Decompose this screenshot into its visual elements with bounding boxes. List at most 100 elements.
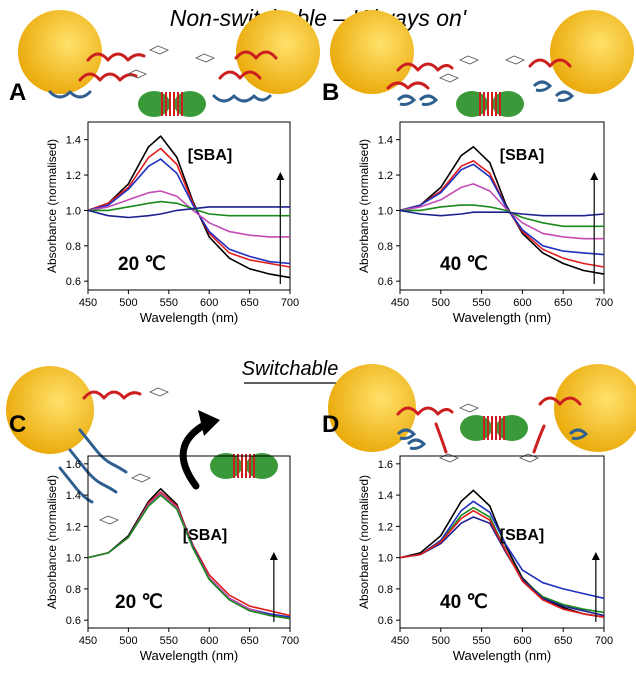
dna-strand — [434, 422, 448, 454]
sugar-icon — [131, 473, 151, 483]
series-line-4 — [399, 516, 605, 617]
sugar-icon — [505, 55, 525, 65]
series-line-5 — [399, 509, 605, 618]
temperature-label: 40 ℃ — [440, 254, 488, 275]
sugar-icon — [127, 69, 147, 79]
sugar-icon — [149, 387, 169, 397]
y-tick-label: 1.2 — [66, 521, 81, 533]
x-tick-label: 550 — [472, 635, 490, 647]
looped-strand — [532, 80, 553, 92]
series-line-6 — [399, 209, 605, 217]
dna-strand — [86, 52, 146, 62]
panel-label: A — [9, 79, 26, 106]
looped-strand — [396, 428, 417, 440]
dna-strand — [386, 81, 430, 90]
y-tick-label: 1.4 — [378, 135, 393, 147]
gold-nanoparticle-icon — [550, 10, 634, 94]
y-tick-label: 0.6 — [66, 615, 81, 627]
x-tick-label: 600 — [513, 297, 531, 309]
x-axis-label: Wavelength (nm) — [453, 310, 552, 325]
y-tick-label: 1.0 — [66, 205, 81, 217]
series-line-1 — [87, 135, 291, 279]
plot-frame — [87, 121, 291, 291]
dna-strand — [82, 390, 142, 400]
temperature-label: 40 ℃ — [440, 592, 488, 613]
dna-strand — [68, 448, 118, 494]
x-tick-label: 600 — [200, 297, 218, 309]
dna-strand — [538, 396, 582, 406]
x-tick-label: 450 — [391, 635, 409, 647]
series-line-4 — [399, 183, 604, 240]
x-tick-label: 650 — [554, 635, 572, 647]
dna-strand — [396, 62, 454, 72]
dna-strand — [58, 466, 94, 504]
x-tick-label: 450 — [391, 297, 409, 309]
plot-frame — [399, 455, 605, 629]
series-line-1 — [399, 489, 605, 618]
x-tick-label: 450 — [79, 297, 97, 309]
sugar-icon — [459, 403, 479, 413]
temperature-label: 20 ℃ — [115, 592, 163, 613]
arrow-up-icon — [276, 172, 285, 180]
y-tick-label: 1.2 — [378, 521, 393, 533]
arrow-up-icon — [590, 172, 599, 180]
y-tick-label: 1.4 — [378, 490, 393, 502]
dna-strand — [396, 406, 454, 416]
x-tick-label: 700 — [595, 635, 613, 647]
dna-strand — [78, 72, 138, 82]
series-line-5 — [400, 204, 604, 228]
series-line-1 — [399, 146, 605, 275]
sugar-icon — [439, 453, 459, 463]
looped-strand — [554, 90, 575, 102]
gold-nanoparticle-icon — [6, 366, 94, 454]
y-tick-label: 1.0 — [378, 205, 393, 217]
plot-frame — [87, 455, 291, 629]
y-tick-label: 1.6 — [378, 459, 393, 471]
arrow-up-icon — [591, 552, 600, 560]
y-tick-label: 0.8 — [378, 241, 393, 253]
y-tick-label: 1.2 — [66, 170, 81, 182]
series-line-3 — [399, 506, 605, 614]
dna-strand — [48, 90, 92, 99]
looped-strand — [568, 428, 589, 440]
dna-strand — [218, 70, 262, 80]
x-tick-label: 700 — [281, 635, 299, 647]
mid-title: Switchable — [242, 358, 339, 380]
gold-nanoparticle-icon — [554, 364, 636, 452]
sba-annotation: [SBA] — [500, 147, 544, 164]
protein-dimer-icon — [460, 415, 528, 441]
gold-nanoparticle-icon — [18, 10, 102, 94]
y-tick-label: 1.0 — [378, 553, 393, 565]
y-tick-label: 1.4 — [66, 135, 81, 147]
gold-nanoparticle-icon — [328, 364, 416, 452]
panel-label: B — [322, 79, 339, 106]
sba-annotation: [SBA] — [188, 147, 232, 164]
panel-label: C — [9, 411, 26, 438]
plot-frame — [399, 121, 605, 291]
x-tick-label: 450 — [79, 635, 97, 647]
sugar-icon — [519, 453, 539, 463]
looped-strand — [418, 94, 439, 106]
x-tick-label: 600 — [200, 635, 218, 647]
x-tick-label: 700 — [595, 297, 613, 309]
sugar-icon — [149, 45, 169, 55]
x-tick-label: 600 — [513, 635, 531, 647]
x-tick-label: 650 — [240, 635, 258, 647]
sba-annotation: [SBA] — [500, 527, 544, 544]
series-line-4 — [87, 190, 290, 238]
sugar-icon — [439, 73, 459, 83]
curved-arrowhead-icon — [198, 410, 220, 436]
y-tick-label: 0.8 — [66, 241, 81, 253]
sugar-icon — [195, 53, 215, 63]
series-line-5 — [88, 200, 290, 217]
x-tick-label: 550 — [160, 297, 178, 309]
gold-nanoparticle-icon — [236, 10, 320, 94]
series-line-6 — [87, 206, 290, 219]
x-tick-label: 500 — [119, 297, 137, 309]
x-tick-label: 700 — [281, 297, 299, 309]
series-line-2 — [399, 160, 605, 268]
arrow-up-icon — [269, 552, 278, 560]
y-axis-label: Absorbance (normalised) — [45, 139, 59, 273]
sugar-icon — [459, 55, 479, 65]
panel-b: B 450 500 550 600 650 700 0.6 0.8 1.0 1.2 1.4 Wavele… — [322, 10, 634, 325]
